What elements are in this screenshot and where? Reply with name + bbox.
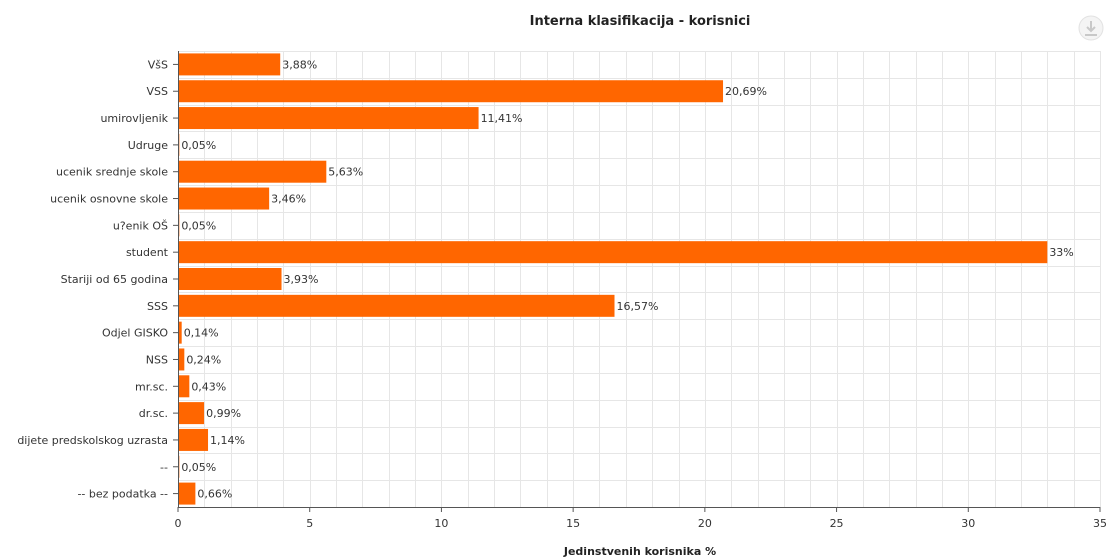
x-tick-label: 10 xyxy=(434,517,448,530)
bar[interactable] xyxy=(178,375,190,398)
bar[interactable] xyxy=(178,268,282,290)
chart-title: Interna klasifikacija - korisnici xyxy=(530,14,751,29)
bar[interactable] xyxy=(178,241,1048,264)
x-tick-label: 15 xyxy=(566,517,580,530)
category-label: -- bez podatka -- xyxy=(77,488,168,501)
bar[interactable] xyxy=(178,80,724,103)
x-tick-label: 35 xyxy=(1093,517,1107,530)
category-label: -- xyxy=(160,461,168,474)
x-axis-label: Jedinstvenih korisnika % xyxy=(563,545,716,558)
bar[interactable] xyxy=(178,321,182,344)
data-label: 0,99% xyxy=(206,407,241,420)
bar[interactable] xyxy=(178,160,327,183)
data-label: 5,63% xyxy=(328,166,363,179)
data-label: 0,05% xyxy=(181,461,216,474)
bar[interactable] xyxy=(178,348,185,371)
category-label: ucenik srednje skole xyxy=(56,166,168,179)
data-label: 16,57% xyxy=(617,300,659,313)
bar[interactable] xyxy=(178,53,281,76)
data-label: 0,05% xyxy=(181,219,216,232)
category-label: VšS xyxy=(148,58,168,71)
bar[interactable] xyxy=(178,107,479,130)
x-tick-labels: 0 5 10 15 20 25 30 35 xyxy=(175,507,1107,530)
category-label: Udruge xyxy=(128,139,169,152)
bar[interactable] xyxy=(178,402,205,425)
bar[interactable] xyxy=(178,482,196,505)
category-label: dr.sc. xyxy=(139,407,168,420)
data-label: 0,14% xyxy=(184,327,219,340)
x-tick-label: 20 xyxy=(698,517,712,530)
bar[interactable] xyxy=(178,187,270,210)
bar[interactable] xyxy=(178,428,209,451)
x-tick-label: 5 xyxy=(306,517,313,530)
data-label: 1,14% xyxy=(210,434,245,447)
category-label: VSS xyxy=(147,85,169,98)
data-label: 0,66% xyxy=(197,488,232,501)
data-label: 0,43% xyxy=(191,380,226,393)
category-label: ucenik osnovne skole xyxy=(50,193,168,206)
x-tick-label: 30 xyxy=(961,517,975,530)
category-labels: VšS VSS umirovljenik Udruge ucenik srednje s… xyxy=(17,58,178,501)
download-icon xyxy=(1085,21,1097,36)
x-tick-label: 0 xyxy=(175,517,182,530)
download-button[interactable] xyxy=(1078,15,1104,41)
data-label: 0,24% xyxy=(186,353,221,366)
data-label: 3,93% xyxy=(284,273,319,286)
data-label: 3,46% xyxy=(271,193,306,206)
category-label: SSS xyxy=(147,300,168,313)
category-label: Stariji od 65 godina xyxy=(61,273,168,286)
data-label: 11,41% xyxy=(481,112,523,125)
data-label: 0,05% xyxy=(181,139,216,152)
category-label: NSS xyxy=(146,353,168,366)
x-tick-label: 25 xyxy=(830,517,844,530)
data-label: 3,88% xyxy=(282,58,317,71)
data-label: 20,69% xyxy=(725,85,767,98)
bar[interactable] xyxy=(178,294,615,317)
category-label: student xyxy=(126,246,169,259)
category-label: dijete predskolskog uzrasta xyxy=(17,434,168,447)
bars: 3,88% 20,69% 11,41% 0,05% 5,63% 3,46% 0,05% 33%… xyxy=(178,53,1074,505)
category-label: Odjel GISKO xyxy=(102,327,168,340)
data-label: 33% xyxy=(1049,246,1073,259)
category-label: umirovljenik xyxy=(100,112,168,125)
category-label: mr.sc. xyxy=(135,380,168,393)
category-label: u?enik OŠ xyxy=(113,219,168,232)
